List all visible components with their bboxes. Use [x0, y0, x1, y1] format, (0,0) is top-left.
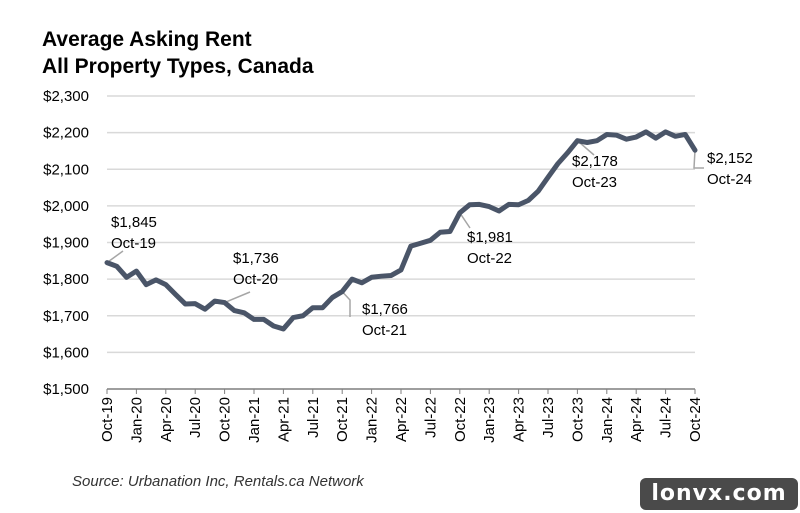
annotation-value: $2,152 [707, 150, 753, 167]
y-tick-label: $2,000 [43, 198, 89, 215]
annotation-label: Oct-22 [467, 250, 512, 267]
chart-title: Average Asking Rent All Property Types, … [42, 26, 314, 80]
annotation-label: Oct-24 [707, 171, 752, 188]
annotation-label: Oct-19 [111, 235, 156, 252]
x-tick-label: Jan-22 [364, 397, 381, 443]
x-tick-label: Apr-22 [393, 397, 410, 442]
y-tick-label: $1,600 [43, 344, 89, 361]
y-tick-label: $1,500 [43, 381, 89, 398]
x-tick-label: Oct-19 [99, 397, 116, 442]
x-tick-label: Jan-24 [599, 397, 616, 443]
gridlines [107, 95, 695, 354]
y-axis-tick-labels: $1,500 $1,600 $1,700 $1,800 $1,900 $2,000 $2,1… [43, 88, 89, 398]
callout-line [459, 212, 471, 229]
annotation-label: Oct-20 [233, 271, 278, 288]
x-tick-label: Oct-20 [217, 397, 234, 442]
annotation-label: Oct-23 [572, 174, 617, 191]
callout-line [341, 291, 351, 317]
series [104, 129, 698, 332]
x-axis-tick-labels: Oct-19 Jan-20 Apr-20 Jul-20 Oct-20 Jan-21 Apr-… [99, 397, 704, 443]
y-tick-label: $2,100 [43, 161, 89, 178]
y-tick-label: $1,800 [43, 271, 89, 288]
callout-line [224, 291, 251, 304]
axes [106, 388, 696, 394]
x-tick-label: Apr-21 [275, 397, 292, 442]
x-tick-label: Oct-23 [569, 397, 586, 442]
x-tick-label: Apr-20 [158, 397, 175, 442]
watermark-logo: lonvx.com [640, 478, 798, 510]
annotation-value: $1,981 [467, 229, 513, 246]
y-tick-label: $2,300 [43, 88, 89, 105]
x-tick-label: Apr-24 [628, 397, 645, 442]
annotation-labels: $1,845 Oct-19 $1,736 Oct-20 $1,766 Oct-21 $1,9… [111, 150, 753, 339]
y-tick-label: $1,700 [43, 308, 89, 325]
annotation-label: Oct-21 [362, 322, 407, 339]
x-tick-label: Jan-23 [481, 397, 498, 443]
x-tick-label: Oct-24 [687, 397, 704, 442]
x-tick-label: Oct-22 [452, 397, 469, 442]
callout-line [693, 150, 704, 169]
x-tick-label: Oct-21 [334, 397, 351, 442]
x-tick-label: Apr-23 [511, 397, 528, 442]
annotation-value: $1,736 [233, 250, 279, 267]
callout-line [106, 250, 124, 264]
annotation-value: $1,766 [362, 301, 408, 318]
chart-title-line-1: Average Asking Rent [42, 28, 252, 51]
series-line [104, 129, 698, 332]
x-tick-label: Jul-20 [187, 397, 204, 438]
annotation-value: $1,845 [111, 214, 157, 231]
x-tick-label: Jul-24 [658, 397, 675, 438]
x-tick-label: Jan-21 [246, 397, 263, 443]
annotation-value: $2,178 [572, 153, 618, 170]
x-tick-label: Jul-23 [540, 397, 557, 438]
y-tick-label: $2,200 [43, 125, 89, 142]
x-tick-label: Jul-21 [305, 397, 322, 438]
y-tick-label: $1,900 [43, 235, 89, 252]
source-note: Source: Urbanation Inc, Rentals.ca Netwo… [72, 473, 364, 490]
x-tick-label: Jul-22 [422, 397, 439, 438]
x-tick-label: Jan-20 [128, 397, 145, 443]
chart-title-line-2: All Property Types, Canada [42, 55, 314, 78]
